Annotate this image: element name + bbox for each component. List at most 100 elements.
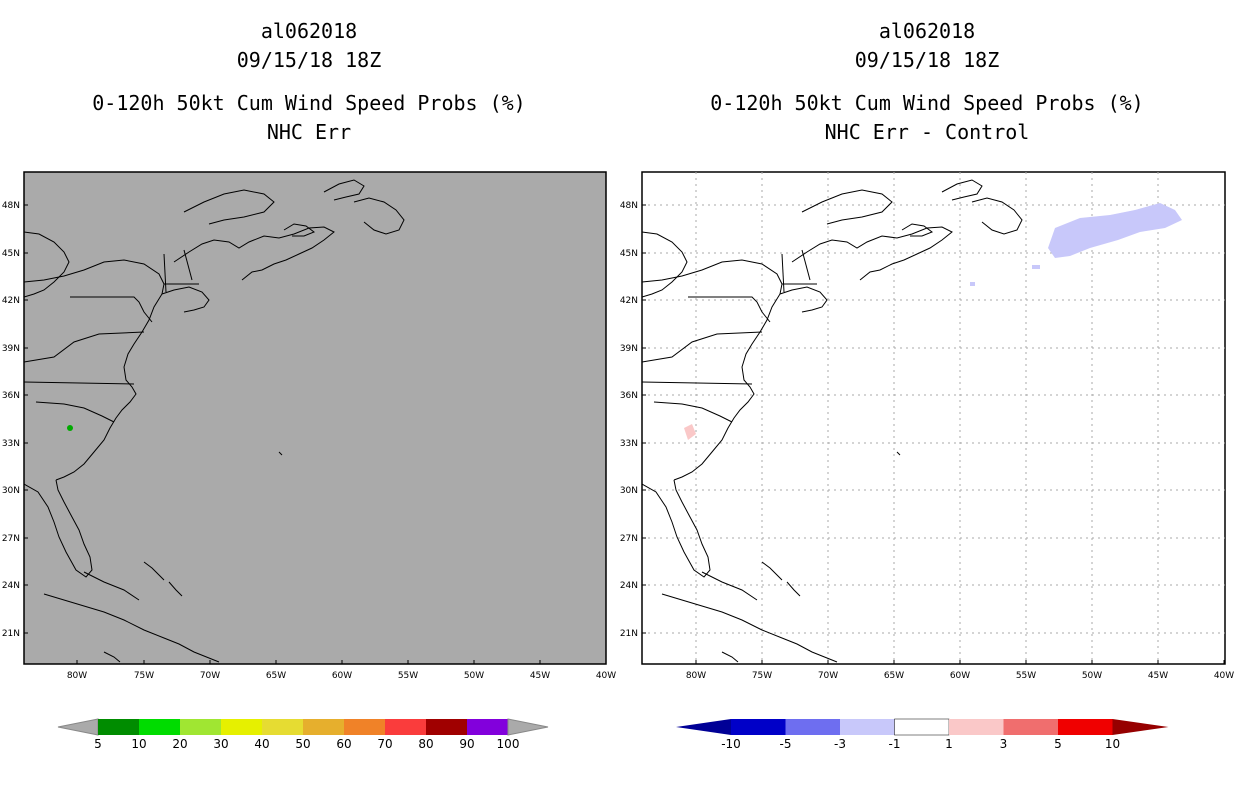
lon-tick-label: 65W [884,671,904,681]
lat-tick-label: 42N [620,296,638,306]
lon-tick-label: 75W [752,671,772,681]
colorbar-label: 30 [213,737,228,751]
left-map-frame [23,171,607,665]
right-map-panel: 48N 45N 42N 39N 36N 33N 30N 27N 24N 21N 80W 75W 70W… [620,171,1234,681]
lat-tick-label: 48N [2,201,20,211]
left-storm-id: al062018 [260,19,358,43]
lat-tick-label: 39N [620,344,638,354]
colorbar-label: 70 [377,737,392,751]
colorbar-swatch [731,719,786,735]
colorbar-swatch [840,719,895,735]
right-storm-id: al062018 [878,19,976,43]
colorbar-swatch [221,719,262,735]
colorbar-label: 60 [336,737,351,751]
lat-tick-label: 33N [2,439,20,449]
colorbar-label: 10 [131,737,146,751]
lat-tick-label: 36N [620,391,638,401]
colorbar-label: 80 [418,737,433,751]
lon-tick-label: 65W [266,671,286,681]
lat-tick-label: 33N [620,439,638,449]
colorbar-swatch [1058,719,1113,735]
lon-tick-label: 60W [332,671,352,681]
lon-tick-label: 40W [1214,671,1234,681]
colorbar-label: 10 [1105,737,1120,751]
right-negative-diff-spot [970,282,975,286]
colorbar-swatch [344,719,385,735]
right-gridlines [642,172,1225,664]
colorbar-label: -10 [721,737,741,751]
right-negative-diff-region [1048,203,1182,258]
right-positive-diff-region [684,424,696,440]
lat-tick-label: 21N [2,629,20,639]
right-datetime: 09/15/18 18Z [854,48,1000,72]
lat-tick-label: 48N [620,201,638,211]
left-subtitle: NHC Err [266,120,352,144]
colorbar-label: 90 [459,737,474,751]
right-subtitle: NHC Err - Control [824,120,1030,144]
left-datetime: 09/15/18 18Z [236,48,382,72]
lat-tick-label: 42N [2,296,20,306]
lat-tick-label: 45N [620,249,638,259]
colorbar-swatch [949,719,1004,735]
colorbar-swatch [262,719,303,735]
lat-tick-label: 30N [620,486,638,496]
colorbar-label: 1 [945,737,953,751]
lon-tick-label: 55W [398,671,418,681]
lon-tick-label: 50W [1082,671,1102,681]
right-lon-axis: 80W 75W 70W 65W 60W 55W 50W 45W 40W [686,660,1234,681]
lat-tick-label: 39N [2,344,20,354]
colorbar-label: 100 [497,737,520,751]
left-prob-marker [67,425,73,431]
colorbar-end-arrow [57,718,99,736]
lon-tick-label: 45W [1148,671,1168,681]
lat-tick-label: 21N [620,629,638,639]
colorbar-label: 5 [1054,737,1062,751]
left-map-panel: 48N 45N 42N 39N 36N 33N 30N 27N 24N 21N 80W 75W 70W… [2,171,616,681]
left-product-title: 0-120h 50kt Cum Wind Speed Probs (%) [92,91,526,115]
lon-tick-label: 45W [530,671,550,681]
colorbar-label: 20 [172,737,187,751]
right-negative-diff-spot [1032,265,1040,269]
lon-tick-label: 80W [686,671,706,681]
lat-tick-label: 24N [2,581,20,591]
colorbar-swatch [785,719,840,735]
lon-tick-label: 75W [134,671,154,681]
right-lat-axis: 48N 45N 42N 39N 36N 33N 30N 27N 24N 21N [620,201,646,639]
right-colorbar: -10 -5 -3 -1 1 3 5 10 [676,718,1169,751]
colorbar-swatch [1003,719,1058,735]
colorbar-swatch [426,719,467,735]
lat-tick-label: 24N [620,581,638,591]
colorbar-label: 40 [254,737,269,751]
right-product-title: 0-120h 50kt Cum Wind Speed Probs (%) [710,91,1144,115]
colorbar-end-arrow [1112,719,1169,735]
lat-tick-label: 45N [2,249,20,259]
lon-tick-label: 70W [200,671,220,681]
colorbar-swatch [98,719,139,735]
colorbar-end-arrow [676,719,731,735]
lon-tick-label: 70W [818,671,838,681]
colorbar-swatch [139,719,180,735]
colorbar-swatch [894,718,950,736]
lon-tick-label: 80W [67,671,87,681]
left-colorbar: 5 10 20 30 40 50 60 70 80 90 100 [57,718,549,751]
colorbar-swatch [303,719,344,735]
colorbar-swatch [180,719,221,735]
left-lat-axis: 48N 45N 42N 39N 36N 33N 30N 27N 24N 21N [2,201,28,639]
colorbar-swatch [467,719,508,735]
lon-tick-label: 55W [1016,671,1036,681]
colorbar-label: -3 [834,737,846,751]
lat-tick-label: 36N [2,391,20,401]
colorbar-label: -1 [889,737,901,751]
colorbar-end-arrow [507,718,549,736]
lon-tick-label: 40W [596,671,616,681]
lat-tick-label: 27N [2,534,20,544]
right-map-frame [641,171,1226,665]
colorbar-label: 50 [295,737,310,751]
colorbar-label: -5 [780,737,792,751]
lat-tick-label: 30N [2,486,20,496]
left-lon-axis: 80W 75W 70W 65W 60W 55W 50W 45W 40W [67,660,616,681]
colorbar-label: 3 [1000,737,1008,751]
lat-tick-label: 27N [620,534,638,544]
lon-tick-label: 50W [464,671,484,681]
